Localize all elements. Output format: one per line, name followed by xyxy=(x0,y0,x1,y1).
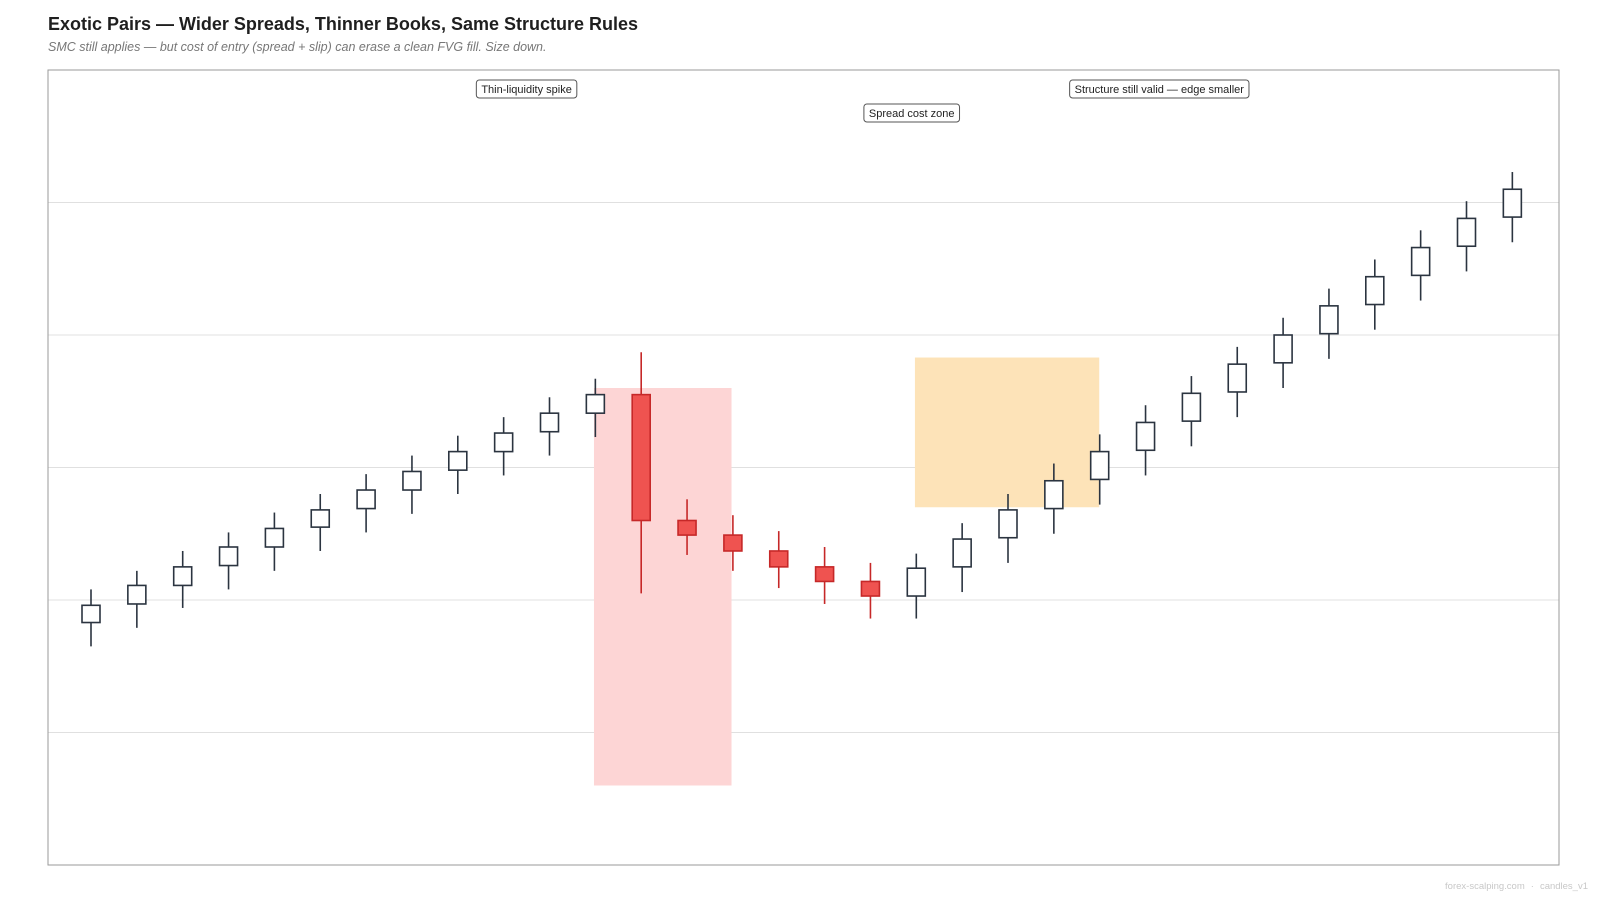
annotation-box xyxy=(1069,79,1250,99)
candle-body-bull xyxy=(1502,188,1523,218)
candle-body-bull xyxy=(310,509,331,528)
candle xyxy=(264,512,285,571)
candle-body-bull xyxy=(493,432,514,453)
candle xyxy=(1089,434,1110,505)
annotation-box xyxy=(863,103,961,123)
annotation-label: Thin-liquidity spike xyxy=(475,79,578,99)
candle xyxy=(768,531,789,589)
candle-body-bull xyxy=(1456,217,1477,248)
candle xyxy=(1319,288,1339,359)
candle-body-bull xyxy=(1319,305,1339,335)
candle xyxy=(218,532,239,590)
annotation-box xyxy=(475,79,578,99)
candle-body-bull xyxy=(1365,275,1385,306)
candle xyxy=(1227,346,1248,418)
candle-body-bear xyxy=(814,566,835,583)
annotation-label: Spread cost zone xyxy=(863,103,961,123)
spike-zone xyxy=(593,388,732,786)
candle xyxy=(677,499,697,555)
footer-separator: · xyxy=(1530,881,1534,892)
candle-body-bull xyxy=(1410,246,1431,277)
candle xyxy=(493,417,514,476)
candle-body-bull xyxy=(1273,334,1293,364)
candle xyxy=(539,397,560,456)
candle-body-bull xyxy=(998,509,1018,539)
chart-title: Exotic Pairs — Wider Spreads, Thinner Bo… xyxy=(48,14,639,34)
candle-body-bull xyxy=(539,412,560,433)
annotation-text: Structure still valid — edge smaller xyxy=(1075,84,1245,96)
candle xyxy=(906,553,927,619)
candle xyxy=(1502,172,1523,243)
candle xyxy=(631,352,652,594)
candle xyxy=(723,515,743,571)
candle-body-bull xyxy=(447,450,468,471)
annotations: Thin-liquidity spike Spread cost zone Stru… xyxy=(475,79,1250,123)
candle-body-bull xyxy=(585,393,606,414)
candle xyxy=(1365,259,1385,330)
candle-body-bull xyxy=(127,584,147,605)
candle-body-bull xyxy=(1181,392,1202,422)
footer-site: forex-scalping.com xyxy=(1445,881,1525,892)
candles xyxy=(81,172,1523,647)
candle-body-bull xyxy=(356,489,376,510)
candle xyxy=(1044,463,1064,534)
candle-body-bull xyxy=(1089,450,1110,481)
candle-body-bull xyxy=(172,566,193,587)
candle-body-bull xyxy=(218,546,239,567)
candle xyxy=(860,562,881,619)
candle-body-bull xyxy=(952,538,972,568)
footer-tag: candles_v1 xyxy=(1539,881,1588,892)
candle xyxy=(172,550,193,608)
chart-subtitle: SMC still applies — but cost of entry (s… xyxy=(48,40,547,54)
candle xyxy=(356,474,376,533)
candle xyxy=(1181,376,1202,447)
candle-body-bear xyxy=(677,519,697,536)
candle xyxy=(310,494,331,551)
candle xyxy=(81,589,101,647)
candle-body-bull xyxy=(906,567,927,597)
candle-body-bull xyxy=(1227,363,1248,393)
candle xyxy=(402,455,422,514)
candle-body-bull xyxy=(1044,479,1064,510)
candle-body-bull xyxy=(402,470,422,491)
candle xyxy=(585,378,606,438)
spread-zone xyxy=(914,357,1100,508)
candle xyxy=(814,547,835,604)
candle-body-bull xyxy=(1135,421,1156,452)
candle-body-bull xyxy=(264,527,285,548)
annotation-label: Structure still valid — edge smaller xyxy=(1069,79,1250,99)
candle xyxy=(1135,405,1156,476)
candle xyxy=(1456,201,1477,272)
candle xyxy=(952,523,972,593)
candle xyxy=(1410,230,1431,301)
candle-body-bear xyxy=(860,580,881,597)
candle xyxy=(998,494,1018,563)
candle-body-bull xyxy=(81,604,101,624)
candle xyxy=(447,435,468,494)
candle xyxy=(1273,317,1293,388)
footer: forex-scalping.com · candles_v1 xyxy=(1445,881,1588,892)
plot-frame xyxy=(47,69,1560,866)
candle-body-bear xyxy=(631,393,652,522)
gridlines xyxy=(48,202,1559,733)
annotation-text: Thin-liquidity spike xyxy=(481,84,571,96)
candle xyxy=(127,570,147,628)
candle-body-bear xyxy=(768,550,789,568)
annotation-text: Spread cost zone xyxy=(869,108,955,120)
zones xyxy=(593,357,1100,786)
candle-body-bear xyxy=(723,534,743,552)
